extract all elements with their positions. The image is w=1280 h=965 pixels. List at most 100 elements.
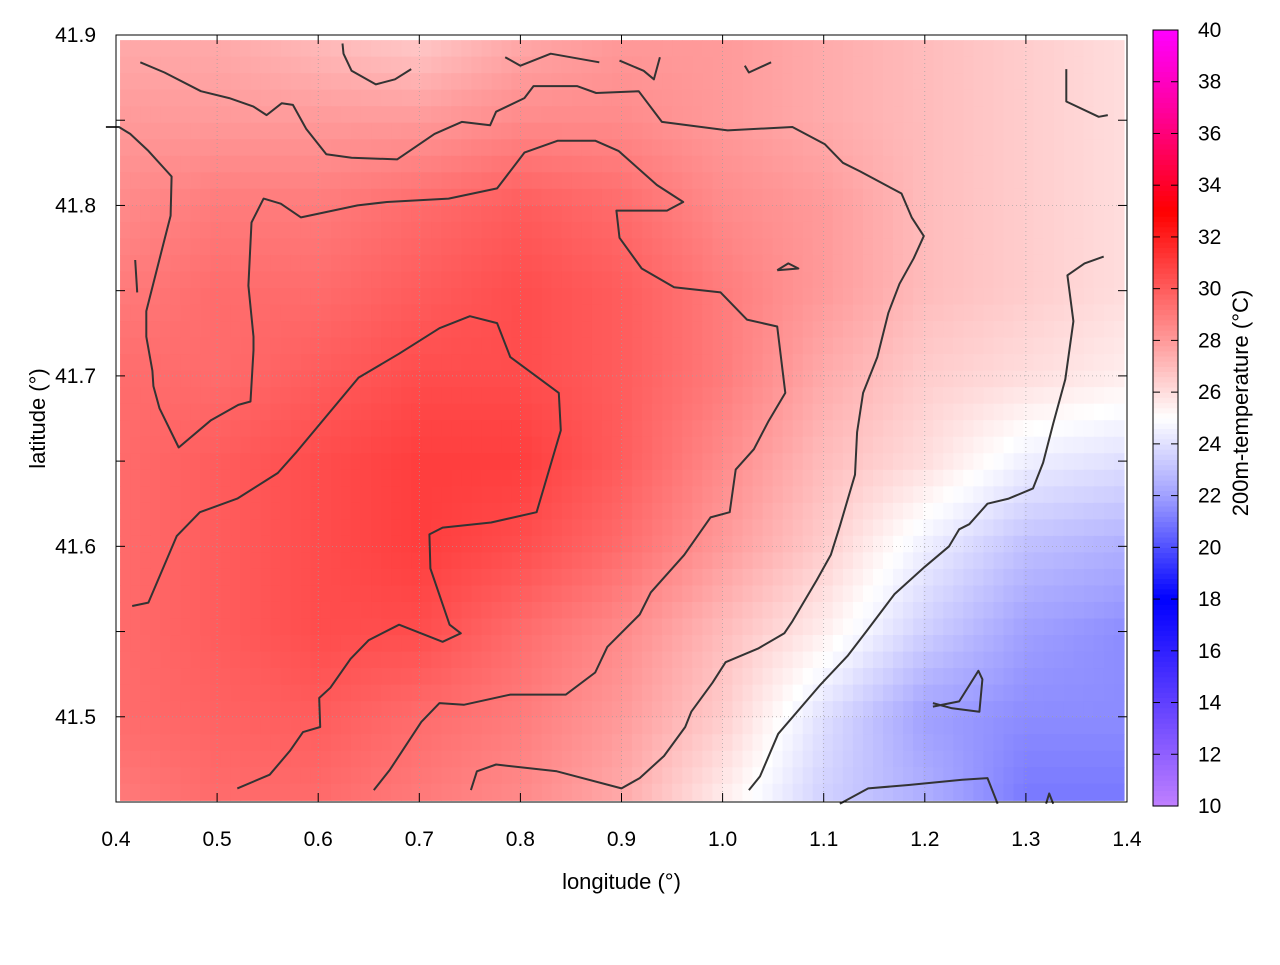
heat-cell (561, 370, 573, 388)
heat-cell (150, 238, 161, 256)
colorbar-label: 200m-temperature (°C) (1228, 290, 1253, 516)
heat-cell (1093, 651, 1105, 669)
heat-cell (250, 271, 262, 289)
heat-cell (371, 651, 382, 669)
heat-cell (1083, 783, 1095, 801)
heat-cell (591, 122, 603, 140)
heat-cell (601, 254, 613, 273)
heat-cell (792, 254, 804, 273)
colorbar-segment (1153, 211, 1178, 217)
heat-cell (832, 321, 844, 339)
heat-cell (973, 106, 985, 124)
heat-cell (280, 519, 292, 537)
heat-cell (652, 585, 663, 603)
heat-cell (792, 106, 804, 124)
heat-cell (622, 601, 633, 620)
heat-cell (632, 354, 643, 372)
heat-cell (421, 420, 432, 438)
heat-cell (642, 585, 653, 603)
heat-cell (401, 651, 412, 669)
heat-cell (1113, 601, 1125, 620)
heat-cell (923, 73, 934, 91)
heat-cell (883, 552, 894, 570)
heat-cell (330, 254, 342, 273)
heat-cell (411, 453, 422, 471)
heat-cell (531, 635, 543, 653)
heat-cell (160, 668, 171, 686)
heat-cell (220, 337, 232, 355)
heat-cell (742, 321, 754, 339)
heat-cell (1013, 767, 1025, 785)
heat-cell (973, 56, 985, 74)
heat-cell (551, 122, 563, 140)
heat-cell (371, 139, 382, 157)
colorbar-segment (1153, 578, 1178, 585)
heat-cell (933, 767, 944, 785)
heat-cell (702, 502, 713, 520)
heat-cell (762, 601, 774, 620)
heat-cell (732, 304, 744, 322)
heat-cell (571, 73, 583, 91)
heat-cell (1073, 684, 1085, 702)
heat-cell (170, 585, 181, 603)
heat-cell (541, 601, 553, 620)
heat-cell (983, 106, 995, 124)
heat-cell (381, 750, 392, 768)
heat-cell (752, 238, 764, 256)
heat-cell (993, 271, 1005, 289)
heat-cell (190, 254, 201, 273)
heat-cell (732, 469, 744, 487)
heat-cell (993, 139, 1005, 157)
heat-cell (340, 585, 352, 603)
heat-cell (471, 717, 483, 735)
heat-cell (913, 552, 924, 570)
heat-cell (451, 585, 462, 603)
colorbar-segment (1153, 61, 1178, 67)
heat-cell (210, 469, 222, 487)
heat-cell (1053, 254, 1065, 273)
heat-cell (330, 502, 342, 520)
heat-cell (531, 337, 543, 355)
heat-cell (270, 288, 282, 306)
colorbar-segment (1153, 112, 1178, 119)
heat-cell (371, 40, 382, 58)
heat-cell (340, 701, 352, 719)
colorbar-segment (1153, 76, 1178, 83)
heat-cell (591, 106, 603, 124)
heat-cell (411, 585, 422, 603)
heat-cell (632, 106, 643, 124)
heat-cell (320, 205, 332, 223)
heat-cell (893, 734, 904, 752)
heat-cell (501, 254, 513, 273)
heat-cell (481, 734, 493, 752)
heat-cell (210, 486, 222, 504)
heat-cell (120, 106, 131, 124)
heat-cell (150, 288, 161, 306)
heat-cell (1003, 635, 1015, 653)
heat-cell (732, 635, 744, 653)
heat-cell (682, 354, 693, 372)
heat-cell (531, 271, 543, 289)
heat-cell (180, 552, 191, 570)
heat-cell (692, 89, 703, 107)
heat-cell (983, 89, 995, 107)
heat-cell (230, 668, 242, 686)
heat-cell (752, 734, 764, 752)
heat-cell (943, 370, 954, 388)
heat-cell (150, 304, 161, 322)
heat-cell (682, 767, 693, 785)
heat-cell (381, 783, 392, 801)
heat-cell (411, 701, 422, 719)
heat-cell (672, 238, 683, 256)
heat-cell (1023, 155, 1035, 173)
heat-cell (130, 370, 141, 388)
heat-cell (852, 618, 864, 636)
heat-cell (1003, 254, 1015, 273)
heat-cell (632, 436, 643, 454)
heat-cell (571, 783, 583, 801)
heat-cell (431, 188, 442, 206)
heat-cell (742, 486, 754, 504)
heat-cell (953, 535, 964, 554)
heat-cell (862, 337, 874, 355)
heat-cell (732, 420, 744, 438)
